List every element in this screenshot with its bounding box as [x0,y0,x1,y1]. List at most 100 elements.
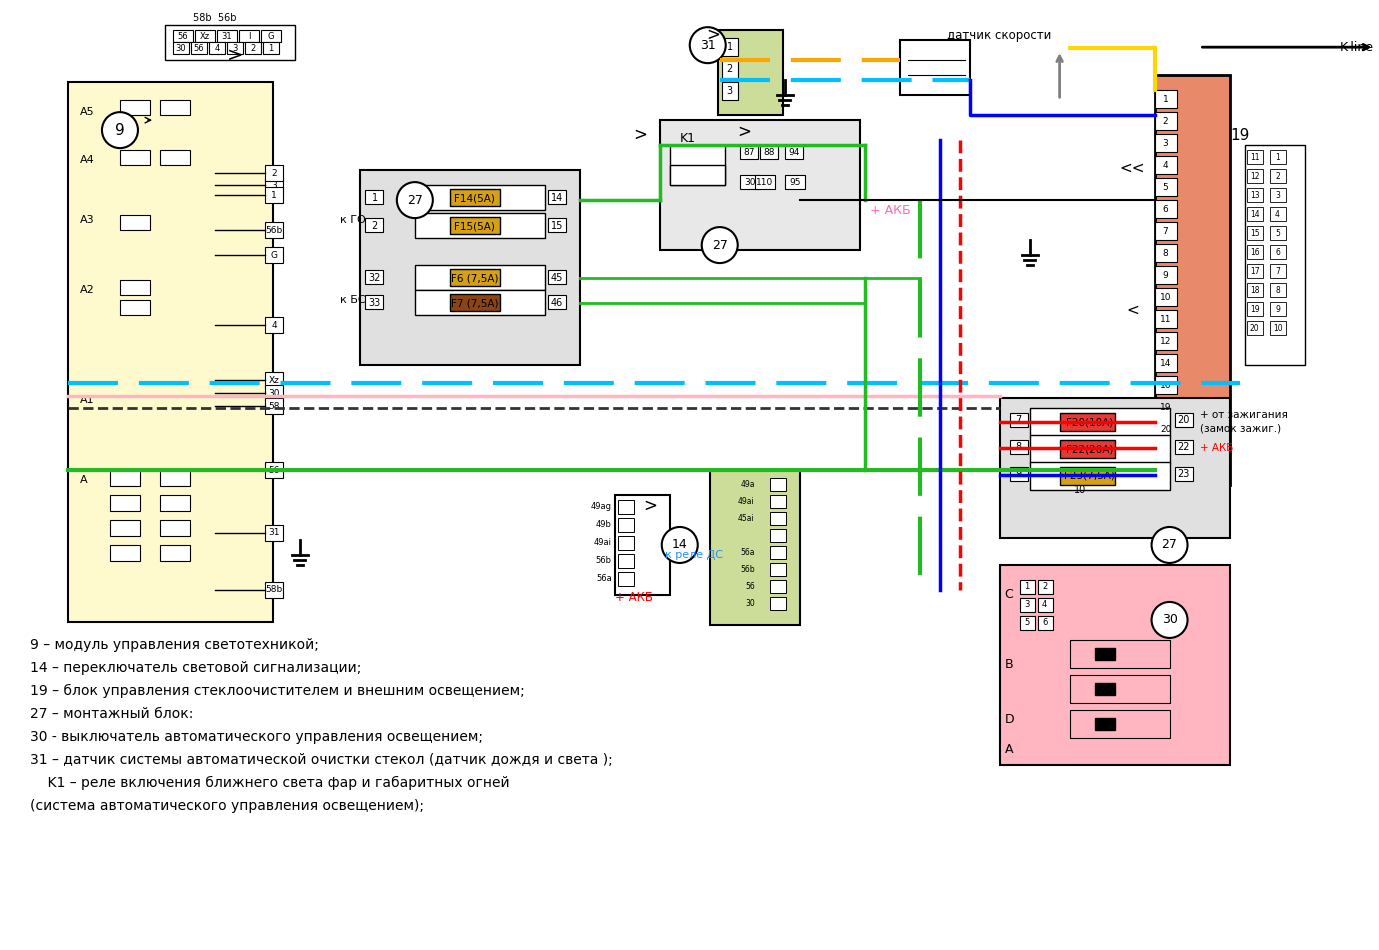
Text: F22(20A): F22(20A) [1066,444,1113,454]
Text: 3: 3 [1162,139,1168,147]
Text: 15: 15 [550,221,563,231]
Bar [769,529,786,542]
Bar [721,38,738,56]
Bar [1009,413,1027,427]
Bar [450,218,499,234]
Bar [1154,156,1176,174]
Text: 6: 6 [1162,204,1168,214]
Text: 8: 8 [1276,286,1280,294]
Text: F15(5A): F15(5A) [455,221,495,231]
Text: 45ai: 45ai [738,515,754,523]
Bar [1270,169,1285,183]
Text: 58b  56b: 58b 56b [193,13,237,23]
Bar [415,185,545,210]
Text: A3: A3 [80,215,95,225]
Bar [1154,75,1230,485]
Bar [769,478,786,491]
Text: 18: 18 [1249,286,1259,294]
Bar [228,42,243,54]
Bar [160,100,190,115]
Bar [265,247,283,263]
Bar [265,525,283,541]
Bar [1154,244,1176,262]
Bar [1009,440,1027,454]
Text: G: G [270,251,277,259]
Text: 87: 87 [743,147,754,157]
Bar [1247,245,1263,259]
Bar [265,317,283,333]
Text: 88: 88 [763,147,775,157]
Text: >: > [738,124,752,142]
Circle shape [690,28,725,63]
Bar [760,145,778,159]
Bar [217,30,237,42]
Text: K1: K1 [680,132,696,144]
Bar [265,385,283,401]
Bar [1154,178,1176,196]
Text: <<: << [1120,161,1146,176]
Bar [360,170,579,365]
Bar [365,190,383,204]
Text: 32: 32 [368,273,381,283]
Text: 30: 30 [743,178,756,186]
Text: 10: 10 [1160,293,1171,301]
Text: 33: 33 [368,298,381,308]
Bar [265,398,283,414]
Text: (система автоматического управления освещением);: (система автоматического управления осве… [30,799,423,813]
Text: F20(10A): F20(10A) [1066,417,1113,427]
Bar [1154,332,1176,350]
Text: + от зажигания: + от зажигания [1200,410,1288,420]
Text: 2: 2 [250,44,255,52]
Bar [210,42,225,54]
Bar [547,190,565,204]
Bar [1059,467,1114,485]
Bar [739,145,757,159]
Text: к ГО: к ГО [339,215,365,225]
Bar [365,270,383,284]
Text: 94: 94 [787,147,800,157]
Bar [1270,207,1285,221]
Text: 1: 1 [1162,95,1168,104]
Bar [245,42,261,54]
Text: 8: 8 [1015,442,1022,452]
Text: 49ag: 49ag [590,503,612,511]
Text: F23(7,5A): F23(7,5A) [1065,471,1116,481]
Text: >: > [633,126,647,144]
Text: 27: 27 [1161,539,1178,551]
Bar [1070,640,1169,668]
Bar [547,218,565,232]
Text: датчик скорости: датчик скорости [947,28,1052,42]
Bar [1154,222,1176,240]
Bar [190,42,207,54]
Text: 31: 31 [222,31,232,41]
Bar [1154,112,1176,130]
Bar [1270,150,1285,164]
Circle shape [1151,602,1187,638]
Bar [450,189,499,206]
Bar [1270,321,1285,335]
Text: 3: 3 [1025,600,1029,610]
Text: F7 (7,5A): F7 (7,5A) [451,298,499,308]
Text: 58b: 58b [265,585,283,595]
Text: 7: 7 [1162,227,1168,236]
Bar [1247,302,1263,316]
Text: 56: 56 [268,466,280,474]
Bar [1000,565,1230,765]
Bar [265,372,283,388]
Text: 46: 46 [550,298,563,308]
Bar [1247,169,1263,183]
Bar [769,580,786,593]
Circle shape [397,182,433,218]
Text: 13: 13 [1249,191,1259,200]
Bar [1175,413,1193,427]
Bar [1270,283,1285,297]
Text: 31: 31 [701,39,716,51]
Text: 5: 5 [1276,229,1280,238]
Bar [615,495,670,595]
Text: 6: 6 [1043,618,1047,627]
Bar [1037,580,1052,594]
Bar [1247,264,1263,278]
Text: 95: 95 [789,178,800,186]
Text: A: A [1005,744,1014,756]
Text: 56: 56 [178,31,189,41]
